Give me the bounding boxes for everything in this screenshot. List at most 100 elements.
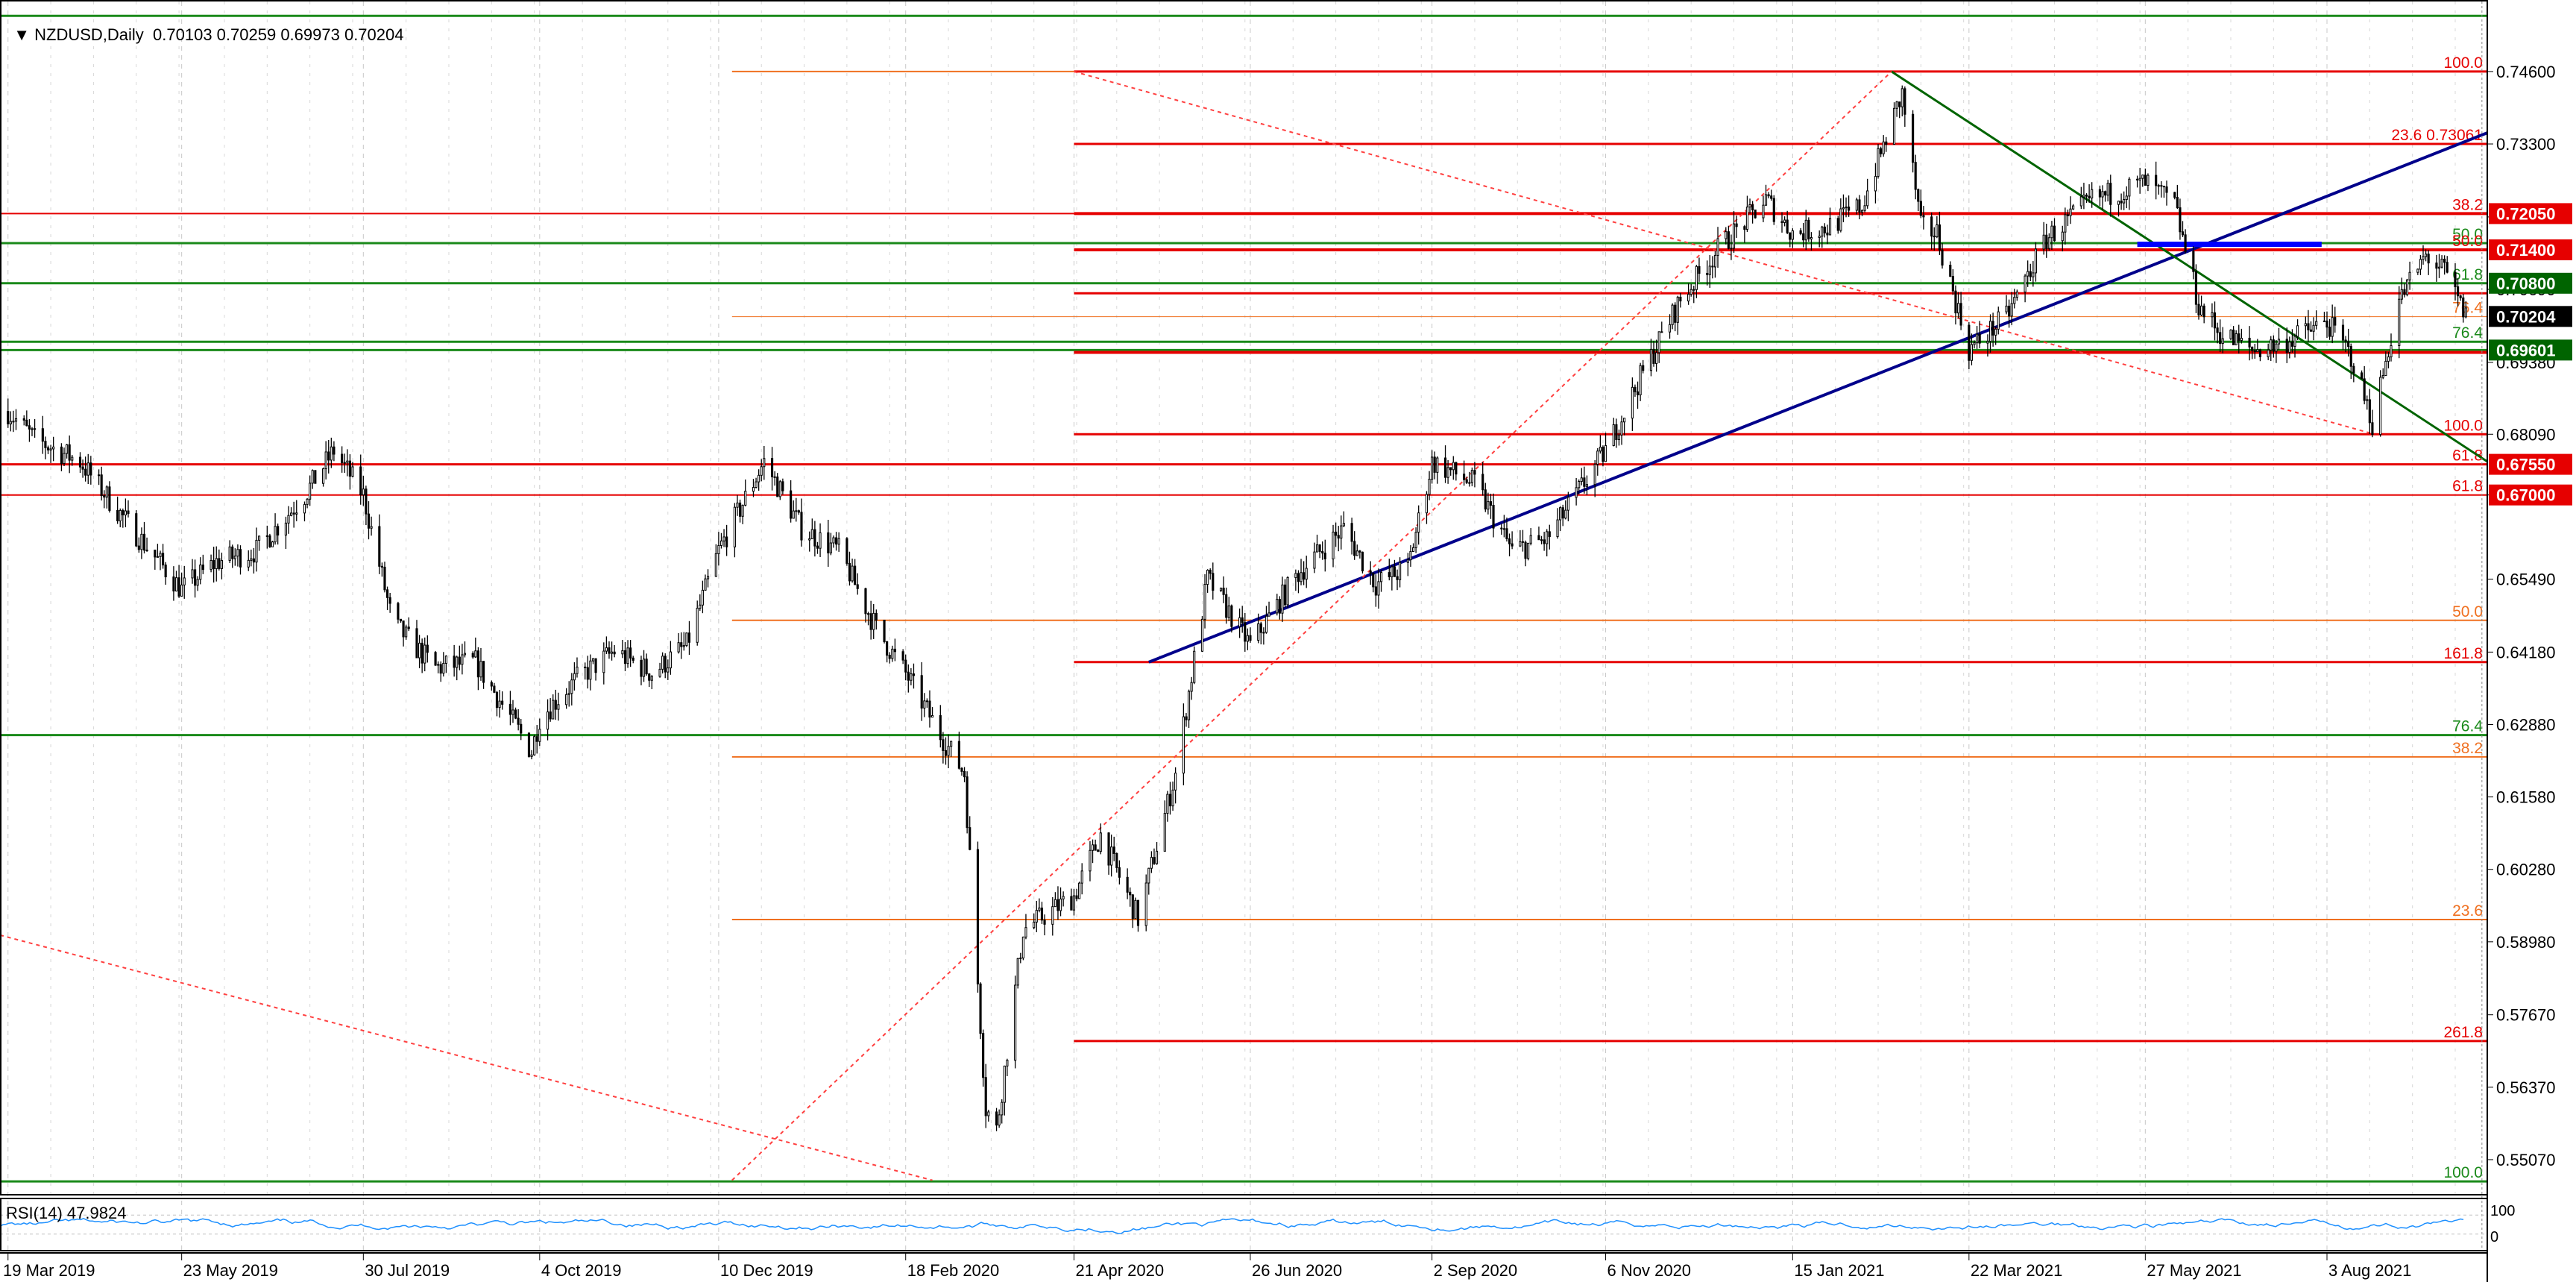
candle-body [573,673,576,681]
candle-body [2275,343,2278,352]
candle-body [2347,341,2350,348]
candle-body [1845,207,1848,209]
candle-body [1828,218,1832,236]
candle-body [479,661,482,678]
candle-body [939,715,942,741]
candle-body [1396,576,1399,580]
x-tick-label: 23 May 2019 [183,1261,278,1280]
candle-body [1970,344,1974,361]
candle-body [1617,434,1621,441]
candle-body [752,487,755,492]
candle-body [621,650,624,655]
candle-body [1054,899,1056,908]
candle-body [738,502,742,517]
candle-body [333,446,336,455]
candle-body [1938,224,1942,251]
candle-body [2034,248,2038,274]
candle-body [856,584,859,589]
candle-body [84,468,87,476]
candle-body [346,460,349,463]
candle-body [461,654,464,665]
candle-body [1492,504,1495,529]
candle-body [191,569,194,579]
candle-body [287,515,290,524]
candle-body [1858,199,1861,213]
trend-line [1074,70,2373,435]
candle-body [2024,275,2027,293]
candle-body [2387,356,2390,362]
symbol-label: NZDUSD,Daily [34,25,144,44]
candle-body [2400,289,2403,300]
candle-body [1369,571,1372,574]
candle-body [324,451,327,470]
price-label-text: 0.69601 [2496,341,2556,359]
candle-body [1246,635,1249,642]
candle-body [816,545,819,549]
candle-body [1631,386,1634,419]
candle-body [362,488,365,496]
candle-body [1991,321,1994,336]
candle-body [517,717,520,725]
candle-body [1206,570,1209,585]
fib-level-label: 50.0 [2452,233,2483,250]
candle-body [2088,195,2091,198]
candle-body [1711,265,1714,268]
candle-body [1244,622,1247,642]
candle-body [920,675,923,708]
candle-body [1294,573,1297,579]
candle-body [1762,204,1765,219]
candle-body [1767,194,1770,197]
candle-body [1006,1060,1009,1066]
candle-body [1941,249,1944,266]
x-tick-label: 26 Jun 2020 [1252,1261,1342,1280]
candle-body [1072,895,1076,911]
candle-body [1241,617,1244,623]
candle-body [2344,339,2347,342]
candle-body [1190,682,1193,692]
candle-body [327,451,330,461]
candle-body [1951,276,1954,292]
candle-body [1033,921,1036,928]
candle-body [321,468,325,484]
candle-body [2155,175,2158,186]
candle-body [495,691,499,708]
candle-body [2235,333,2238,345]
candle-body [2117,201,2120,205]
y-tick-label: 0.58980 [2496,933,2556,952]
candle-body [1481,474,1484,491]
candle-body [640,659,643,677]
candle-body [220,559,223,569]
candle-body [2085,195,2088,197]
candle-body [2144,175,2147,186]
candle-body [1593,463,1596,486]
candle-body [44,441,47,448]
candle-body [2315,321,2318,326]
candle-body [1473,470,1476,475]
candle-body [1671,304,1674,325]
candle-body [2328,327,2331,337]
y-tick-label: 0.65490 [2496,570,2556,588]
price-labels: 0.72050 0.71400 0.70800 0.70204 0.69601 0.675… [2489,203,2572,506]
candle-body [2147,175,2150,186]
candle-body [351,466,354,477]
candle-body [1508,538,1511,544]
candle-body [1789,232,1792,240]
candle-body [1335,531,1338,536]
price-label-box [2489,272,2572,294]
candle-body [271,541,274,547]
candle-body [1511,543,1514,547]
candle-body [1281,584,1284,614]
candle-body [1377,581,1380,596]
candle-body [1730,248,1733,250]
candle-body [426,644,429,653]
candle-body [538,729,541,742]
candle-body [1898,101,1901,107]
candle-body [2211,312,2214,318]
candle-body [511,709,514,715]
collapse-arrow-icon[interactable]: ▼ [13,25,35,44]
candle-body [1546,531,1549,544]
candle-body [589,660,592,680]
candle-body [1689,289,1692,295]
candle-body [463,653,467,656]
